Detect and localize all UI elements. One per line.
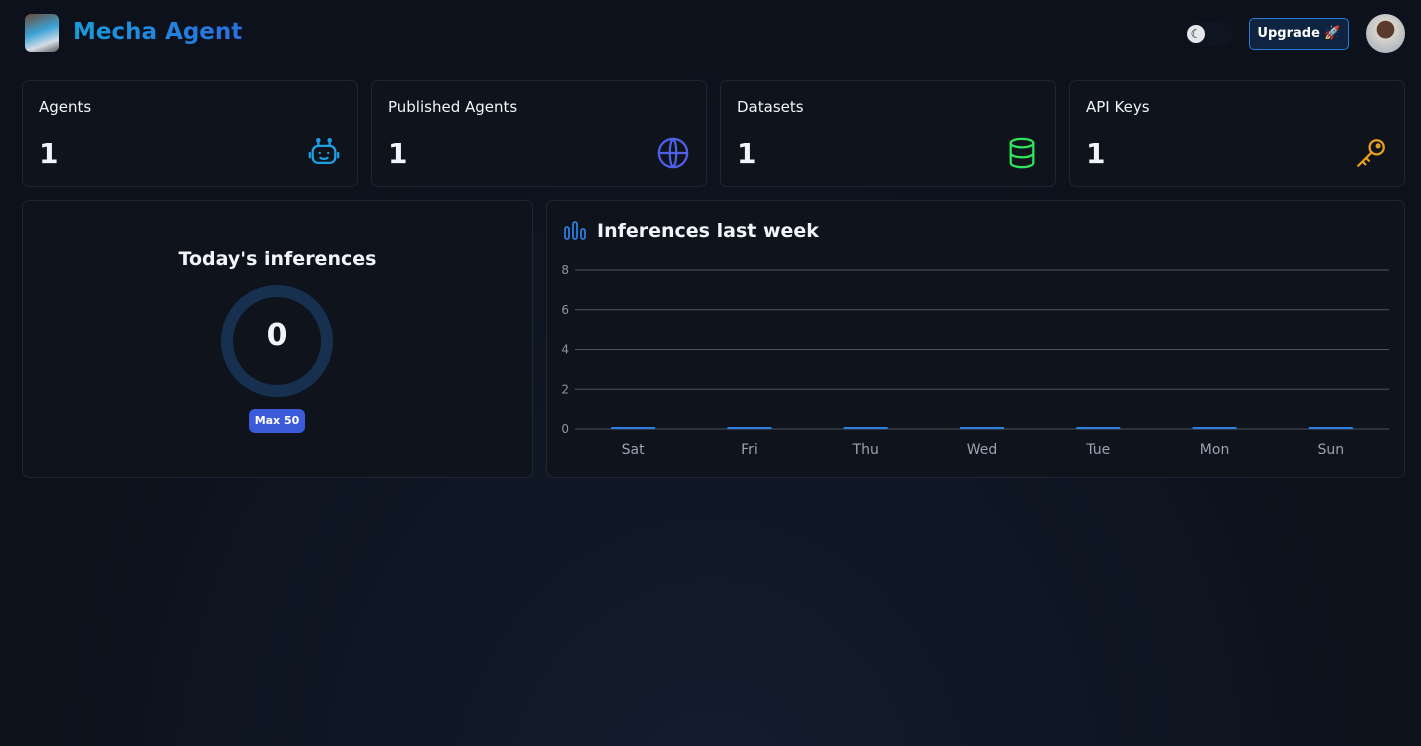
key-icon bbox=[1357, 139, 1385, 167]
database-icon bbox=[1009, 137, 1035, 169]
bar-thu[interactable] bbox=[843, 427, 888, 429]
x-tick-label: Mon bbox=[1200, 442, 1230, 458]
logo[interactable] bbox=[25, 14, 59, 52]
moon-icon: ☾ bbox=[1187, 25, 1205, 43]
x-tick-label: Sat bbox=[622, 442, 645, 458]
header: Mecha Agent ☾ Upgrade 🚀 bbox=[0, 0, 1421, 66]
stat-card-api-keys[interactable]: API Keys 1 bbox=[1069, 80, 1405, 187]
x-tick-label: Wed bbox=[967, 442, 998, 458]
weekly-bar-chart: 0 2 4 6 8 Sat Fri Thu Wed Tue Mon Sun bbox=[561, 263, 1389, 458]
stat-label: Agents bbox=[39, 98, 92, 116]
stat-value: 1 bbox=[1086, 137, 1106, 170]
stat-label: Datasets bbox=[737, 98, 804, 116]
stat-card-published-agents[interactable]: Published Agents 1 bbox=[371, 80, 707, 187]
bar-wed[interactable] bbox=[960, 427, 1004, 429]
bar-chart-icon bbox=[564, 221, 586, 240]
stat-value: 1 bbox=[737, 137, 757, 170]
today-inferences-title: Today's inferences bbox=[178, 248, 377, 270]
brand-title[interactable]: Mecha Agent bbox=[73, 19, 243, 45]
bar-sun[interactable] bbox=[1308, 427, 1353, 429]
gauge-value: 0 bbox=[266, 318, 288, 353]
bar-sat[interactable] bbox=[611, 427, 656, 429]
max-badge: Max 50 bbox=[249, 409, 305, 433]
stat-label: Published Agents bbox=[388, 98, 518, 116]
avatar[interactable] bbox=[1366, 14, 1405, 53]
stat-card-datasets[interactable]: Datasets 1 bbox=[720, 80, 1056, 187]
stat-card-agents[interactable]: Agents 1 bbox=[22, 80, 358, 187]
y-tick-label: 4 bbox=[561, 343, 569, 357]
theme-toggle[interactable]: ☾ bbox=[1185, 22, 1233, 46]
chart-title: Inferences last week bbox=[597, 220, 819, 242]
stat-value: 1 bbox=[388, 137, 408, 170]
x-tick-label: Sun bbox=[1318, 442, 1345, 458]
y-tick-label: 0 bbox=[561, 422, 569, 436]
stat-value: 1 bbox=[39, 137, 59, 170]
y-tick-label: 2 bbox=[561, 382, 569, 396]
bar-fri[interactable] bbox=[727, 427, 772, 429]
weekly-chart-panel bbox=[546, 200, 1405, 478]
x-tick-label: Fri bbox=[741, 442, 758, 458]
x-tick-label: Tue bbox=[1085, 442, 1110, 458]
bar-tue[interactable] bbox=[1076, 427, 1121, 429]
globe-icon bbox=[657, 137, 689, 169]
bar-mon[interactable] bbox=[1192, 427, 1237, 429]
stat-label: API Keys bbox=[1086, 98, 1150, 116]
y-tick-label: 8 bbox=[561, 263, 569, 277]
y-tick-label: 6 bbox=[561, 303, 569, 317]
robot-icon bbox=[308, 137, 340, 165]
upgrade-button[interactable]: Upgrade 🚀 bbox=[1249, 18, 1349, 50]
x-tick-label: Thu bbox=[852, 442, 879, 458]
